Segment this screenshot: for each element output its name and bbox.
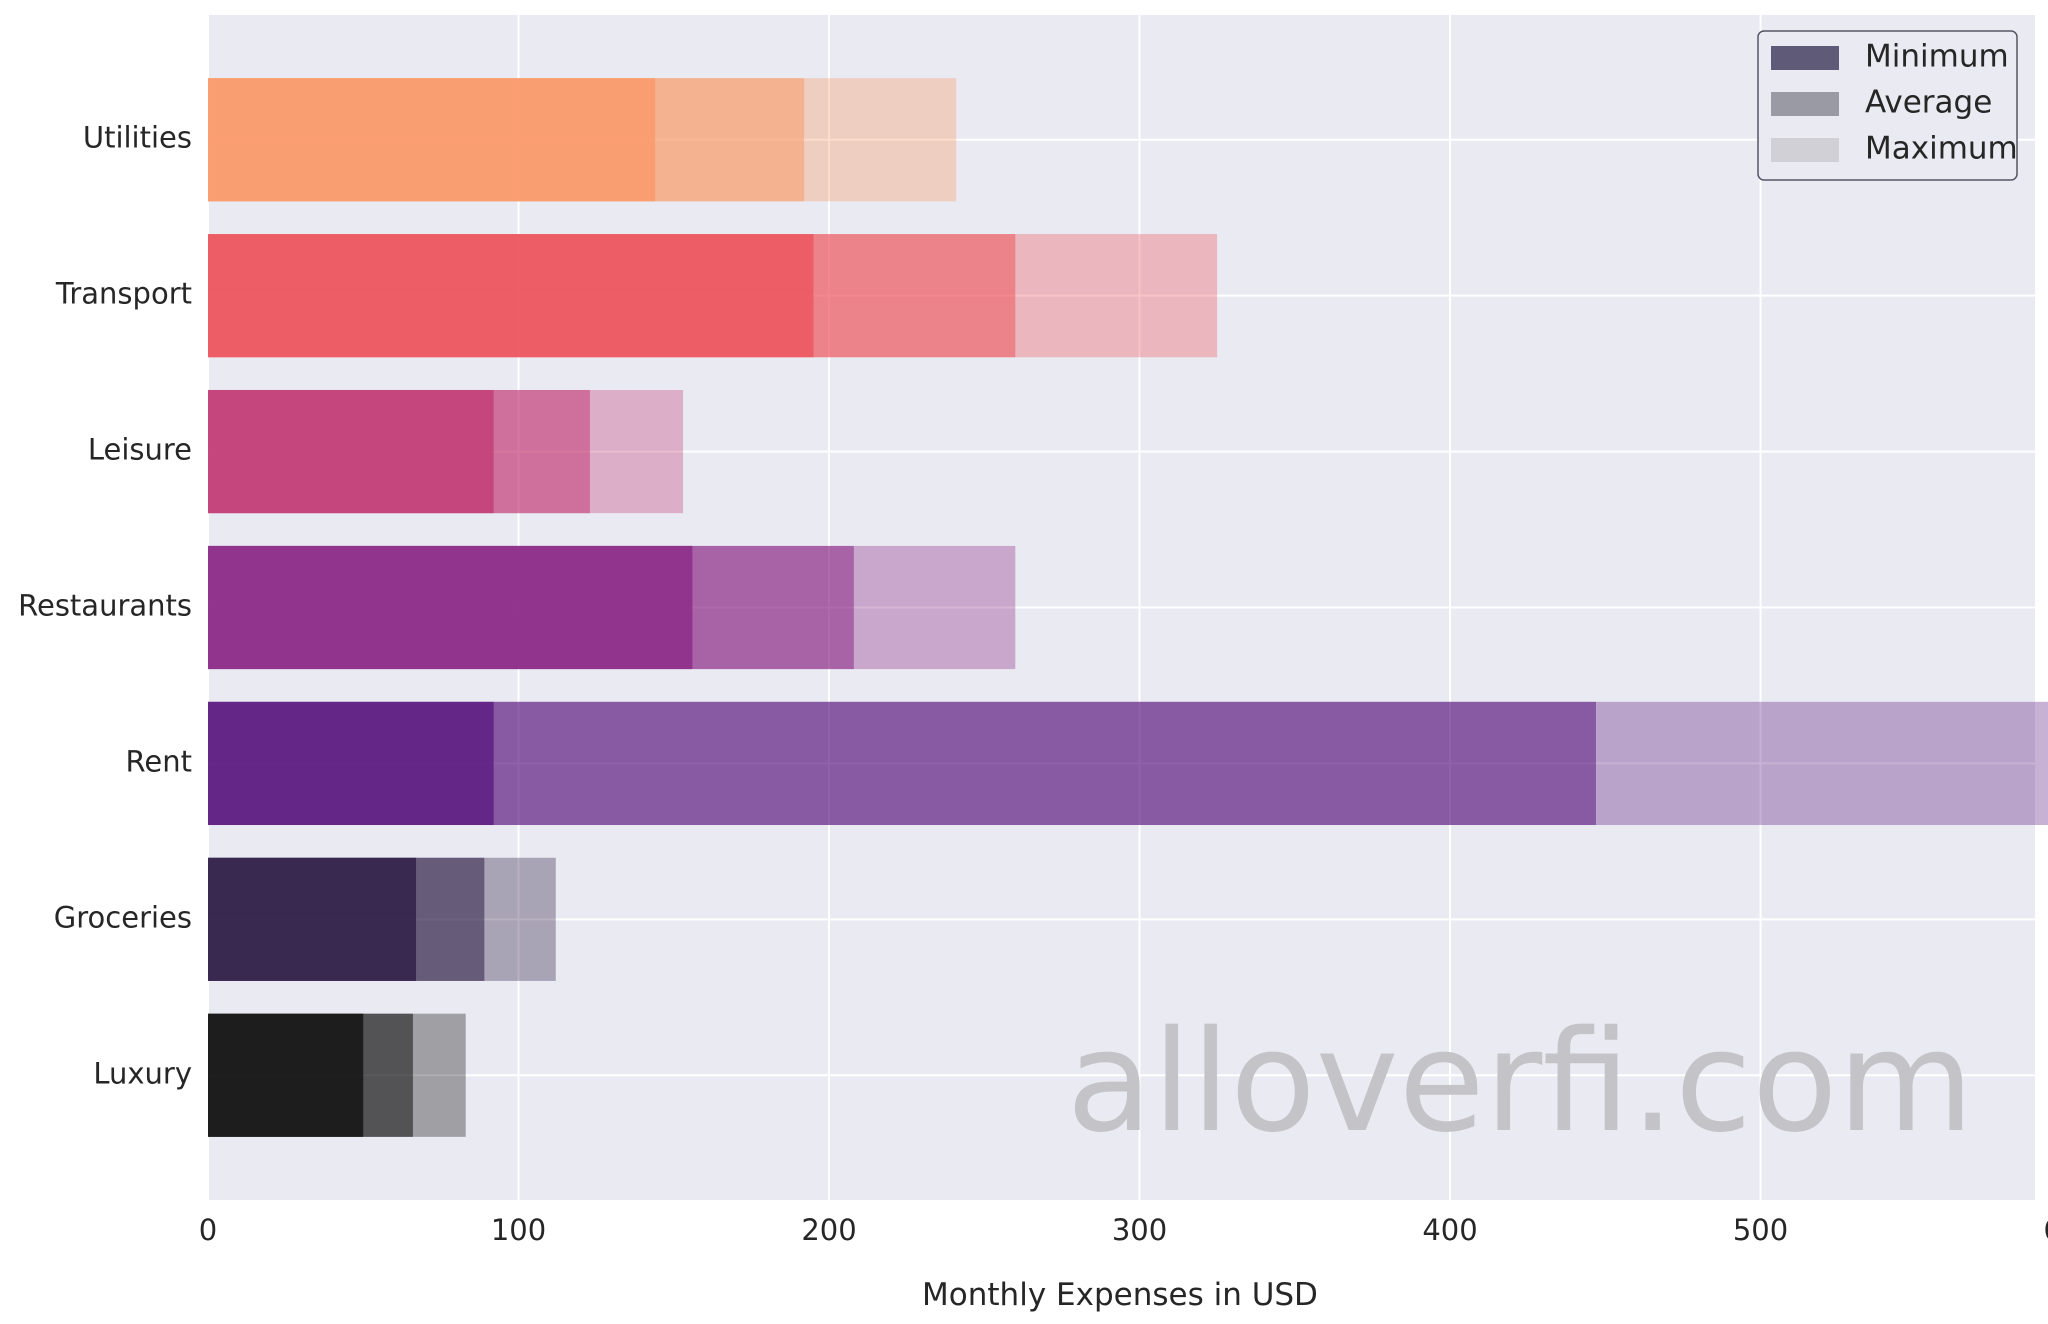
legend-swatch-maximum <box>1771 138 1839 162</box>
x-tick-label: 300 <box>1112 1213 1167 1247</box>
y-tick-label: Utilities <box>83 121 192 155</box>
y-tick-label: Rent <box>126 744 192 778</box>
legend-swatch-minimum <box>1771 46 1839 70</box>
y-tick-label: Groceries <box>54 900 192 934</box>
y-tick-label: Restaurants <box>18 589 192 623</box>
bar-leisure-minimum <box>208 389 494 514</box>
x-tick-label: 600 <box>2043 1213 2048 1247</box>
y-tick-label: Transport <box>55 277 192 311</box>
watermark: alloverfi.com <box>1067 1001 1974 1164</box>
x-tick-label: 500 <box>1733 1213 1788 1247</box>
bars <box>208 78 2048 1137</box>
bar-transport-minimum <box>208 234 814 358</box>
x-tick-label: 100 <box>491 1213 546 1247</box>
bar-luxury-minimum <box>208 1013 364 1137</box>
legend-label-average: Average <box>1865 85 1992 121</box>
legend-label-minimum: Minimum <box>1865 39 2009 75</box>
bar-utilities-minimum <box>208 78 656 202</box>
x-tick-label: 200 <box>801 1213 856 1247</box>
bar-restaurants-minimum <box>208 545 693 670</box>
legend: Minimum Average Maximum <box>1757 30 2018 181</box>
y-tick-labels: Utilities Transport Leisure Restaurants Rent… <box>18 121 192 1091</box>
bar-groceries-minimum <box>208 857 417 981</box>
legend-swatch-average <box>1771 92 1839 116</box>
x-axis-label: Monthly Expenses in USD <box>922 1277 1318 1313</box>
legend-label-maximum: Maximum <box>1865 131 2018 167</box>
x-tick-labels: 0100200300400500600700 <box>199 1213 2048 1247</box>
y-tick-label: Luxury <box>93 1056 192 1090</box>
bar-rent-minimum <box>208 701 494 826</box>
x-tick-label: 0 <box>199 1213 217 1247</box>
y-tick-label: Leisure <box>88 433 192 467</box>
x-tick-label: 400 <box>1422 1213 1477 1247</box>
